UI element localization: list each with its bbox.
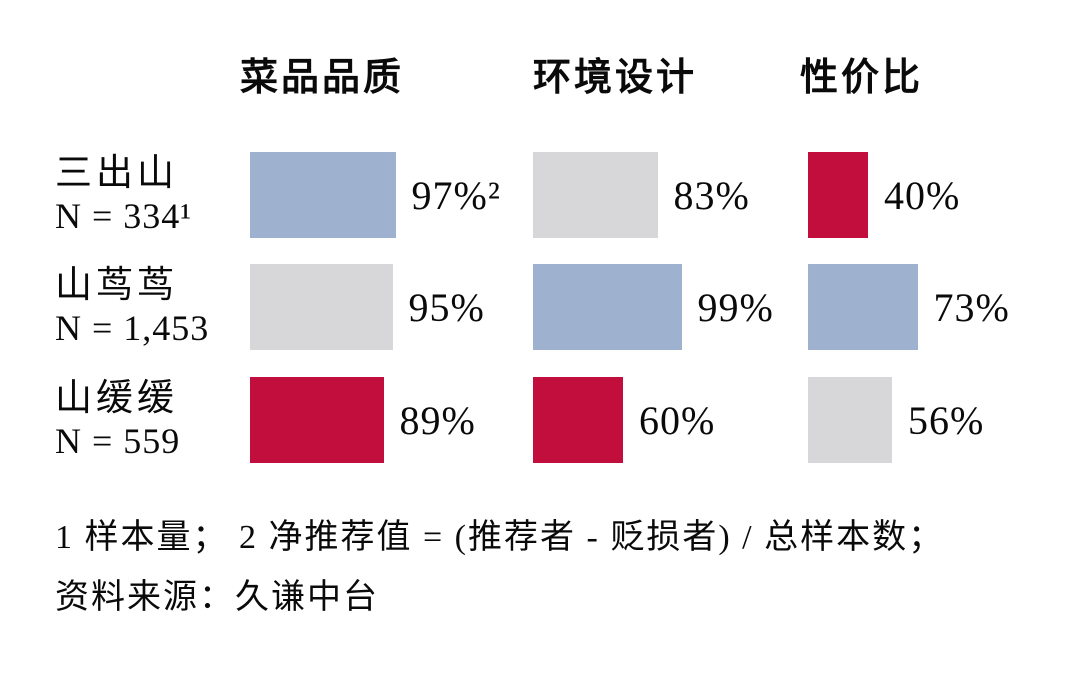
bar-value-label: 83% — [673, 172, 750, 218]
bar-value-label: 60% — [639, 397, 716, 443]
restaurant-name: 三出山 — [55, 153, 178, 194]
bar-cell: 60% — [533, 377, 715, 463]
row-label-shanniaoniao: 山茑茑 N = 1,453 — [55, 264, 245, 350]
sample-size: N = 334¹ — [55, 196, 193, 236]
bar-value-label: 56% — [908, 397, 985, 443]
restaurant-name: 山缓缓 — [55, 378, 178, 419]
bar-cell: 56% — [808, 377, 984, 463]
bar-value-label: 95% — [408, 284, 485, 330]
row-label-shanhuanhuan: 山缓缓 N = 559 — [55, 377, 245, 463]
bar-cell: 83% — [533, 152, 750, 238]
footnote-source: 资料来源：久谦中台 — [55, 579, 379, 616]
column-header-dish-quality: 菜品品质 — [240, 57, 405, 99]
bar-cell: 89% — [250, 377, 476, 463]
bar — [808, 152, 868, 238]
bar-cell: 95% — [250, 264, 485, 350]
bar — [808, 377, 892, 463]
bar-cell: 73% — [808, 264, 1010, 350]
bar — [808, 264, 918, 350]
bar-value-label: 97%² — [411, 172, 501, 218]
bar-value-label: 73% — [933, 284, 1010, 330]
sample-size: N = 1,453 — [55, 308, 210, 348]
bar — [250, 264, 393, 350]
row-label-sanchushan: 三出山 N = 334¹ — [55, 152, 245, 238]
sample-size: N = 559 — [55, 421, 181, 461]
bar-value-label: 99% — [697, 284, 774, 330]
footnotes: 1 样本量； 2 净推荐值 = (推荐者 - 贬损者) / 总样本数； 资料来源… — [55, 508, 944, 628]
bar — [250, 152, 396, 238]
column-header-value-for-money: 性价比 — [800, 57, 924, 99]
bar — [533, 377, 623, 463]
bar-cell: 97%² — [250, 152, 501, 238]
bar — [533, 264, 682, 350]
bar-value-label: 89% — [399, 397, 476, 443]
bar-cell: 99% — [533, 264, 774, 350]
column-header-environment-design: 环境设计 — [533, 57, 698, 99]
bar — [250, 377, 384, 463]
bar-value-label: 40% — [884, 172, 961, 218]
bar-cell: 40% — [808, 152, 960, 238]
restaurant-name: 山茑茑 — [55, 265, 178, 306]
footnote-definitions: 1 样本量； 2 净推荐值 = (推荐者 - 贬损者) / 总样本数； — [55, 519, 945, 556]
bar — [533, 152, 658, 238]
